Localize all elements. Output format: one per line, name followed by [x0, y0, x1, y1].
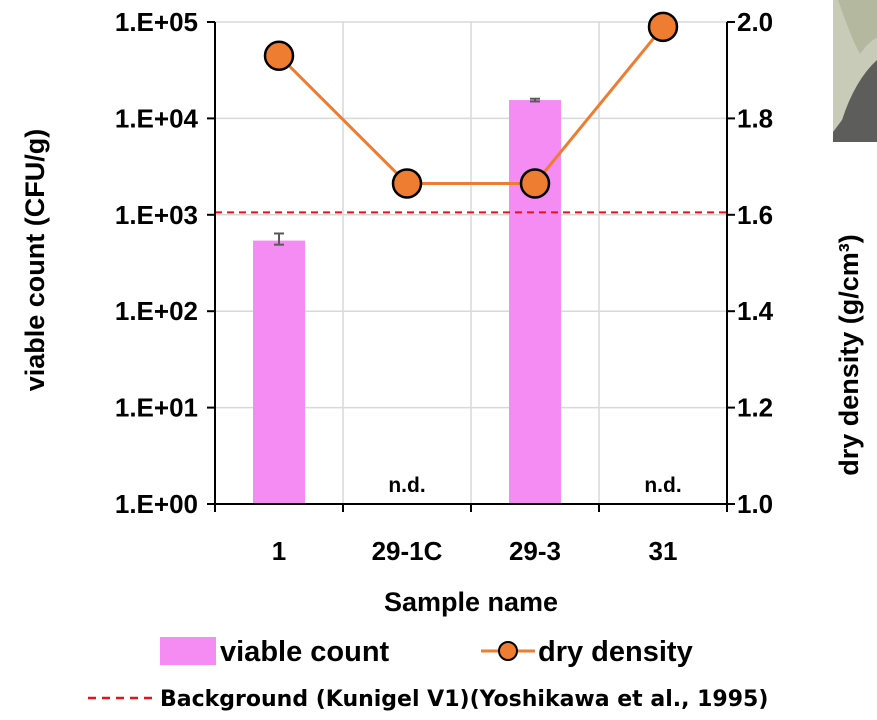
nd-labels: n.d. n.d.	[388, 474, 681, 497]
y-right-tick-label: 2.0	[737, 7, 773, 37]
bar-29-3	[509, 100, 561, 504]
dry-density-point-31	[647, 11, 679, 43]
y-right-tick-label: 1.6	[737, 200, 773, 230]
y-right-tick-label: 1.0	[737, 489, 773, 519]
tick-labels: 1.E+00 1.E+01 1.E+02 1.E+03 1.E+04 1.E+05 1.0 1…	[115, 7, 774, 566]
y-left-tick-label: 1.E+02	[115, 296, 198, 326]
nd-label-31: n.d.	[644, 474, 681, 497]
photo-thumbnail	[833, 0, 877, 142]
dry-density-point-29-3	[519, 168, 551, 199]
y-right-tick-label: 1.2	[737, 393, 773, 423]
nd-label-29-1C: n.d.	[388, 474, 425, 497]
legend-swatch-viable-count	[160, 637, 216, 665]
dry-density-point-29-1C	[391, 168, 423, 199]
y-axis-left-title: viable count (CFU/g)	[20, 129, 50, 392]
x-tick-label-29-3: 29-3	[509, 536, 561, 566]
dry-density-line	[263, 11, 679, 199]
y-left-tick-label: 1.E+03	[115, 200, 198, 230]
x-axis-title: Sample name	[384, 587, 558, 617]
legend-label-background: Background (Kunigel V1)(Yoshikawa et al.…	[160, 687, 768, 712]
legend-label-viable-count: viable count	[220, 636, 390, 668]
dry-density-series-line	[277, 25, 665, 185]
legend-label-dry-density: dry density	[538, 636, 693, 668]
axes	[207, 21, 735, 512]
legend-swatch-dry-density-marker	[498, 641, 518, 661]
x-tick-label-31: 31	[649, 536, 678, 566]
x-tick-label-1: 1	[272, 536, 286, 566]
dry-density-point-1	[263, 40, 295, 71]
y-left-tick-label: 1.E+01	[115, 393, 198, 423]
bars	[253, 100, 561, 505]
y-left-tick-label: 1.E+05	[115, 7, 198, 37]
y-right-tick-label: 1.4	[737, 296, 774, 326]
y-axis-right-title: dry density (g/cm³)	[834, 234, 864, 476]
x-tick-label-29-1C: 29-1C	[372, 536, 443, 566]
y-right-tick-label: 1.8	[737, 103, 773, 133]
y-left-tick-label: 1.E+00	[115, 489, 198, 519]
error-bars	[274, 97, 540, 246]
legend: viable count dry density Background (Kun…	[88, 636, 768, 712]
y-left-tick-label: 1.E+04	[115, 103, 199, 133]
bar-1	[253, 240, 305, 505]
